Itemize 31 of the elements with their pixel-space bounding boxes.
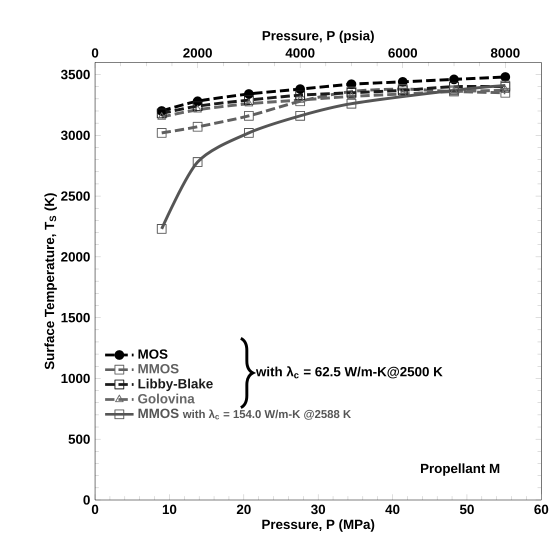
x-tick-label: 20 <box>236 504 251 514</box>
x2-tick-label: 0 <box>92 48 98 58</box>
x2-tick-label: 6000 <box>388 48 417 58</box>
x-tick-label: 0 <box>92 504 98 514</box>
annotation: with λ$_{c}$ = 62.5 W/m-K@2500 K <box>256 366 442 378</box>
legend-label: MMOS <box>138 408 178 418</box>
x2-tick-label: 4000 <box>285 48 314 58</box>
y-tick-label: 500 <box>68 434 90 444</box>
y-tick-label: 0 <box>83 495 90 505</box>
annotation: with λ$_{c}$ = 154.0 W/m-K @2588 K <box>182 409 351 420</box>
x2-tick-label: 8000 <box>490 48 520 58</box>
x-tick-label: 60 <box>534 504 548 514</box>
x2-axis-title: Pressure, P (psia) <box>262 30 374 44</box>
y-tick-label: 1000 <box>61 374 90 384</box>
legend-label: Golovina <box>138 394 195 404</box>
y-axis-title: Surface Temperature, T$_{S}$ (K) <box>44 193 57 370</box>
y-tick-label: 2500 <box>60 191 90 201</box>
legend-label: Libby-Blake <box>138 378 213 392</box>
annotation: Propellant M <box>420 463 500 476</box>
y-tick-label: 3000 <box>60 130 90 140</box>
x-tick-label: 10 <box>162 504 176 514</box>
x-tick-label: 40 <box>385 504 400 514</box>
x-tick-label: 50 <box>460 504 474 514</box>
y-tick-label: 1500 <box>61 312 90 322</box>
legend-label: MMOS <box>138 364 178 374</box>
x-tick-label: 30 <box>310 504 325 514</box>
x-axis-title: Pressure, P (MPa) <box>262 519 374 532</box>
y-tick-label: 2000 <box>60 252 90 262</box>
x2-tick-label: 2000 <box>183 48 212 58</box>
y-tick-label: 3500 <box>60 70 90 80</box>
legend-label: MOS <box>138 349 168 359</box>
